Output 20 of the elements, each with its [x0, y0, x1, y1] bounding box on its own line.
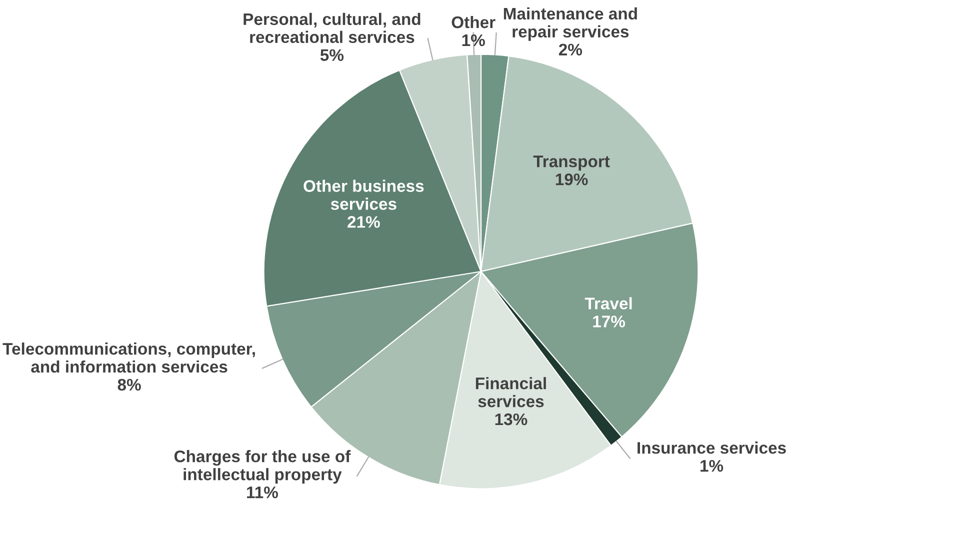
- data-label: 13%: [495, 413, 528, 426]
- data-label: 2%: [558, 44, 582, 56]
- slice-label: Other: [452, 16, 496, 28]
- slice-label: Transport: [533, 156, 610, 171]
- slice-label: Insurance services: [638, 442, 786, 454]
- slice-label: Travel: [584, 297, 632, 310]
- data-label: 21%: [348, 216, 380, 228]
- slice-label: Personal, cultural, and recreational services: [244, 12, 420, 44]
- data-label: 19%: [556, 173, 588, 186]
- data-label: 1%: [462, 34, 485, 46]
- data-label: 1%: [700, 460, 724, 472]
- data-label: 11%: [247, 486, 278, 498]
- data-label: 8%: [118, 378, 141, 391]
- slice-label: Financial services: [476, 377, 546, 408]
- slice-label: Charges for the use of intellectual property: [174, 450, 351, 484]
- data-label: 17%: [593, 316, 626, 328]
- data-label: 5%: [320, 49, 344, 61]
- slice-label: Telecommunications, computer, and information services: [2, 342, 255, 373]
- slice-label: Other business services: [304, 180, 424, 210]
- slice-label: Maintenance and repair services: [504, 7, 637, 41]
